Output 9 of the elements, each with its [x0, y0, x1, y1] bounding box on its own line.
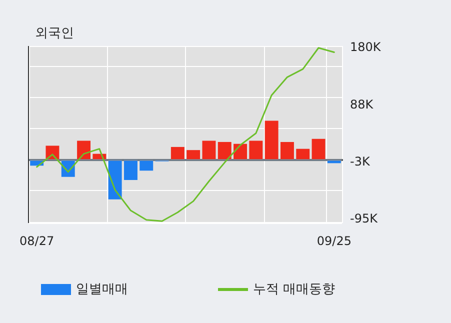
y-tick-label: 88K [350, 98, 374, 112]
legend-label: 일별매매 [76, 282, 128, 297]
x-tick-label: 09/25 [316, 234, 352, 248]
legend-label: 누적 매매동향 [253, 282, 336, 297]
y-tick-label: -95K [350, 212, 379, 226]
y-tick-label: -3K [350, 154, 371, 168]
chart-title: 외국인 [35, 26, 74, 41]
x-tick-label: 08/27 [20, 234, 54, 248]
y-tick-label: 180K [350, 40, 382, 54]
